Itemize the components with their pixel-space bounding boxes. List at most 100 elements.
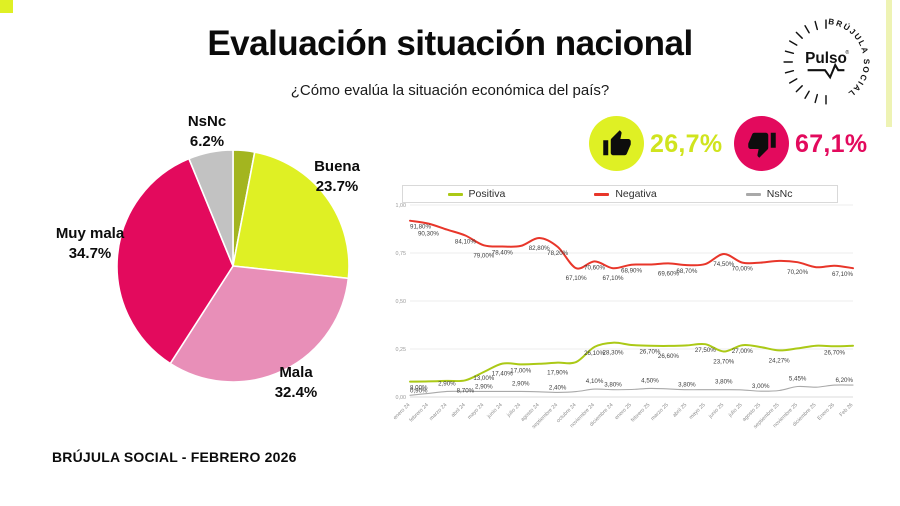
x-tick-label: julio 24 (505, 402, 522, 419)
negative-percentage: 67,1% (795, 130, 868, 158)
pie-label-mala-pct: 32.4% (274, 383, 318, 401)
logo-tick (784, 69, 795, 74)
pie-slice-nsnc (187, 149, 234, 267)
legend-item-positiva: Positiva (447, 188, 506, 200)
pie-label-buena: Buena 23.7% (282, 157, 392, 196)
pie-label-nsnc-pct: 6.2% (189, 132, 225, 150)
positive-percentage: 26,7% (650, 130, 723, 158)
data-label-negativa: 69,60% (658, 270, 679, 277)
pie-slice-buena (232, 151, 350, 280)
logo-tick (814, 93, 819, 104)
data-label-negativa: 70,00% (732, 266, 753, 273)
line-series-nsnc (409, 384, 854, 396)
data-label-positiva: 27,00% (732, 348, 753, 355)
x-tick-label: abril 24 (450, 402, 467, 419)
logo-registered-mark: ® (845, 49, 849, 56)
x-tick-label: mayo 24 (467, 402, 486, 421)
y-tick-label: 0,00 (396, 395, 407, 401)
line-chart-legend: Positiva Negativa NsNc (402, 185, 838, 203)
x-tick-label: mayo 25 (688, 402, 707, 421)
logo-pulse-line (807, 62, 845, 80)
x-tick-label: febrero 25 (630, 402, 651, 423)
data-label-positiva: 26,70% (824, 349, 845, 356)
y-tick-label: 1,00 (396, 203, 407, 209)
data-label-positiva: 24,27% (769, 357, 790, 364)
data-label-nsnc: 2,90% (438, 380, 456, 387)
logo-tick (814, 20, 819, 31)
data-label-positiva: 26,60% (658, 353, 679, 360)
data-label-negativa: 70,20% (787, 269, 808, 276)
x-tick-label: Enero 26 (817, 402, 836, 421)
pie-chart (116, 149, 350, 383)
data-label-nsnc: 2,90% (512, 380, 530, 387)
legend-label-negativa: Negativa (615, 188, 657, 200)
data-label-nsnc: 3,80% (604, 382, 622, 389)
thumbs-down-badge (734, 116, 789, 171)
data-label-negativa: 68,90% (621, 268, 642, 275)
x-tick-label: abril 25 (672, 402, 689, 419)
logo-tick (795, 85, 803, 93)
pie-label-buena-name: Buena (314, 158, 360, 175)
logo-tick (804, 24, 810, 34)
data-label-negativa: 74,50% (713, 261, 734, 268)
data-label-nsnc: 3,80% (678, 382, 696, 389)
logo-tick (788, 78, 798, 84)
pie-label-muy-mala: Muy mala 34.7% (30, 224, 150, 263)
data-label-nsnc: 6,20% (835, 377, 853, 384)
data-label-negativa: 68,70% (676, 268, 697, 275)
logo-tick (804, 90, 810, 100)
legend-dash-nsnc (745, 192, 761, 196)
data-label-negativa: 67,10% (603, 275, 624, 282)
x-tick-label: junio 25 (707, 402, 725, 420)
logo-wordmark: Pulso (805, 50, 847, 67)
page-title: Evaluación situación nacional (207, 24, 693, 63)
data-label-negativa: 67,10% (832, 271, 853, 278)
page-subtitle: ¿Cómo evalúa la situación económica del … (290, 82, 610, 99)
data-label-positiva: 8,70% (457, 387, 475, 394)
corner-accent-square (0, 0, 13, 13)
logo-tick-marks (783, 19, 827, 105)
data-label-positiva: 28,30% (603, 350, 624, 357)
data-label-nsnc: 3,00% (752, 383, 770, 390)
pie-label-muy-mala-pct: 34.7% (68, 244, 112, 262)
legend-item-negativa: Negativa (594, 188, 657, 200)
y-tick-label: 0,75 (396, 251, 407, 257)
legend-label-positiva: Positiva (468, 188, 506, 200)
data-label-positiva: 13,00% (473, 375, 494, 382)
data-label-positiva: 27,50% (695, 347, 716, 354)
data-label-positiva: 26,70% (639, 349, 660, 356)
data-label-negativa: 84,10% (455, 239, 476, 246)
data-label-positiva: 17,00% (510, 367, 531, 374)
x-tick-label: marzo 24 (428, 402, 448, 422)
data-label-nsnc: 2,40% (549, 384, 567, 391)
x-tick-label: julio 25 (727, 402, 744, 419)
data-label-negativa: 79,00% (473, 252, 494, 259)
data-label-positiva: 26,10% (584, 350, 605, 357)
data-label-negativa: 78,40% (492, 249, 513, 256)
y-tick-label: 0,25 (396, 347, 407, 353)
right-edge-accent (886, 0, 892, 127)
logo-tick (795, 31, 803, 39)
data-label-nsnc: 4,50% (641, 377, 659, 384)
line-series-positiva (409, 341, 854, 383)
x-tick-label: junio 24 (486, 402, 504, 420)
pie-label-buena-pct: 23.7% (315, 177, 359, 195)
logo-tick (784, 50, 795, 55)
footer-source: BRÚJULA SOCIAL - FEBRERO 2026 (52, 449, 297, 465)
data-label-negativa: 90,30% (418, 231, 439, 238)
legend-dash-negativa (594, 192, 610, 196)
logo-tick (788, 40, 798, 46)
pie-label-nsnc-name: NsNc (187, 113, 227, 130)
pulso-logo: BRÚJULA SOCIAL Pulso ® (783, 17, 869, 105)
legend-dash-positiva (447, 192, 463, 196)
pie-label-nsnc: NsNc 6.2% (162, 112, 252, 151)
data-label-positiva: 17,90% (547, 370, 568, 377)
x-tick-label: marzo 25 (650, 402, 670, 422)
thumb-up-icon (602, 129, 631, 155)
data-label-positiva: 8,00% (410, 385, 428, 392)
line-series-negativa (409, 219, 854, 270)
data-label-negativa: 78,20% (547, 250, 568, 257)
data-label-negativa: 67,10% (566, 275, 587, 282)
x-tick-label: febrero 24 (409, 402, 430, 423)
